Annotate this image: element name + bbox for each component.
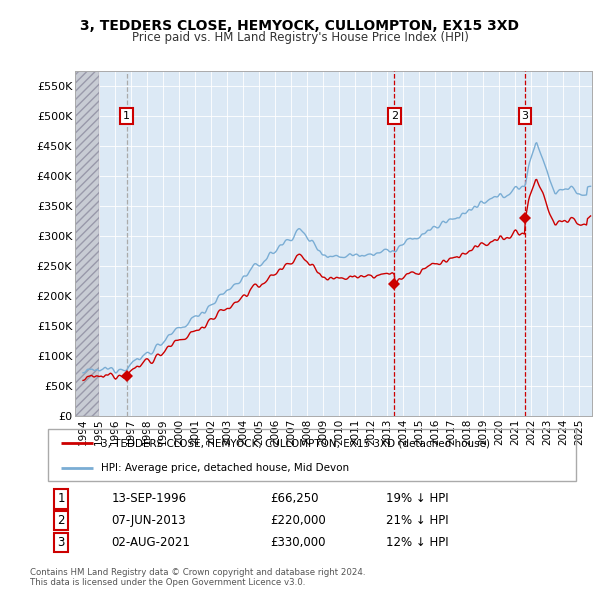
Text: 2: 2: [391, 111, 398, 121]
Text: 3: 3: [58, 536, 65, 549]
Text: This data is licensed under the Open Government Licence v3.0.: This data is licensed under the Open Gov…: [30, 578, 305, 587]
Text: 1: 1: [123, 111, 130, 121]
Text: Price paid vs. HM Land Registry's House Price Index (HPI): Price paid vs. HM Land Registry's House …: [131, 31, 469, 44]
Text: 3, TEDDERS CLOSE, HEMYOCK, CULLOMPTON, EX15 3XD (detached house): 3, TEDDERS CLOSE, HEMYOCK, CULLOMPTON, E…: [101, 438, 490, 448]
Text: £66,250: £66,250: [270, 493, 318, 506]
Text: Contains HM Land Registry data © Crown copyright and database right 2024.: Contains HM Land Registry data © Crown c…: [30, 568, 365, 576]
Text: 02-AUG-2021: 02-AUG-2021: [112, 536, 190, 549]
Text: 12% ↓ HPI: 12% ↓ HPI: [386, 536, 449, 549]
Text: 07-JUN-2013: 07-JUN-2013: [112, 514, 186, 527]
Text: 1: 1: [58, 493, 65, 506]
Text: 19% ↓ HPI: 19% ↓ HPI: [386, 493, 449, 506]
Text: 21% ↓ HPI: 21% ↓ HPI: [386, 514, 449, 527]
Text: £330,000: £330,000: [270, 536, 325, 549]
Text: 2: 2: [58, 514, 65, 527]
Text: 13-SEP-1996: 13-SEP-1996: [112, 493, 187, 506]
Bar: [75, 71, 99, 416]
Text: 3, TEDDERS CLOSE, HEMYOCK, CULLOMPTON, EX15 3XD: 3, TEDDERS CLOSE, HEMYOCK, CULLOMPTON, E…: [80, 19, 520, 33]
Text: 3: 3: [521, 111, 528, 121]
Text: HPI: Average price, detached house, Mid Devon: HPI: Average price, detached house, Mid …: [101, 463, 349, 473]
Text: £220,000: £220,000: [270, 514, 326, 527]
